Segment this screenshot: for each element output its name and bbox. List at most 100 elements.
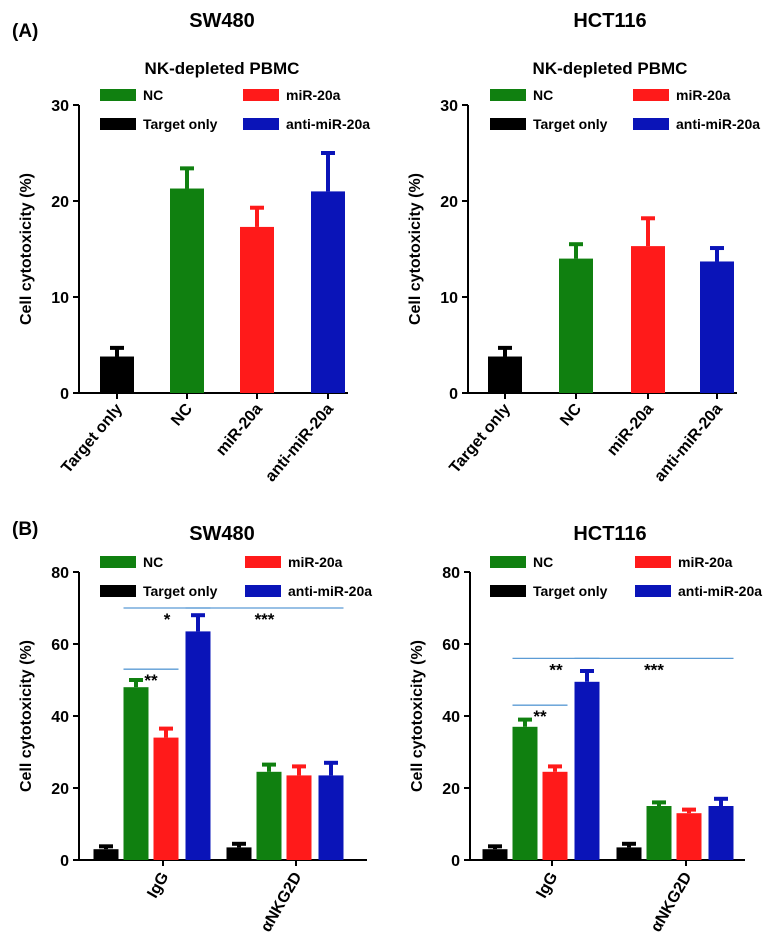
legend-swatch bbox=[490, 118, 526, 130]
chart-b-sw480: SW480 NC miR-20a Target only anti-miR-20a 0 20… bbox=[18, 523, 372, 935]
y-tick-label: 20 bbox=[51, 194, 69, 211]
legend-label: miR-20a bbox=[676, 87, 731, 103]
chart-subtitle: NK-depleted PBMC bbox=[145, 59, 300, 78]
chart-title: SW480 bbox=[189, 523, 255, 545]
legend-label: Target only bbox=[143, 116, 218, 132]
legend-swatch bbox=[245, 556, 281, 568]
bar bbox=[676, 813, 702, 860]
significance-label: *** bbox=[644, 660, 664, 679]
chart-a-sw480: SW480 NK-depleted PBMC NC miR-20a Target onl… bbox=[18, 10, 370, 485]
legend-swatch bbox=[100, 118, 136, 130]
x-tick-label: IgG bbox=[144, 870, 172, 902]
legend-swatch bbox=[635, 556, 671, 568]
y-axis-title: Cell cytotoxicity (%) bbox=[18, 173, 35, 325]
bar bbox=[170, 188, 204, 393]
legend-label: miR-20a bbox=[286, 87, 341, 103]
x-tick-label: IgG bbox=[533, 870, 561, 902]
legend-label: anti-miR-20a bbox=[286, 116, 370, 132]
bar bbox=[311, 191, 345, 393]
bar bbox=[123, 687, 149, 860]
legend-label: NC bbox=[143, 554, 163, 570]
bar bbox=[93, 849, 119, 860]
x-tick-label: NC bbox=[168, 400, 196, 429]
chart-b-hct116: HCT116 NC miR-20a Target only anti-miR-20a 0 2… bbox=[409, 523, 762, 935]
y-tick-label: 60 bbox=[51, 637, 69, 654]
legend-swatch bbox=[243, 118, 279, 130]
bar bbox=[318, 775, 344, 860]
y-tick-label: 0 bbox=[60, 386, 69, 403]
x-tick-label: αNKG2D bbox=[648, 870, 696, 936]
significance-label: ** bbox=[533, 707, 547, 726]
chart-subtitle: NK-depleted PBMC bbox=[533, 59, 688, 78]
significance-label: * bbox=[164, 610, 171, 629]
y-tick-label: 10 bbox=[440, 290, 458, 307]
legend-label: Target only bbox=[533, 583, 608, 599]
y-tick-label: 20 bbox=[51, 781, 69, 798]
legend-swatch bbox=[490, 556, 526, 568]
x-tick-label: anti-miR-20a bbox=[651, 401, 726, 486]
x-tick-label: Target only bbox=[58, 401, 126, 477]
legend-swatch bbox=[490, 89, 526, 101]
significance-label: ** bbox=[549, 660, 563, 679]
bar bbox=[240, 226, 274, 393]
legend-label: Target only bbox=[533, 116, 608, 132]
legend-label: miR-20a bbox=[288, 554, 343, 570]
bar bbox=[100, 356, 134, 393]
legend-label: anti-miR-20a bbox=[288, 583, 372, 599]
bar bbox=[616, 847, 642, 860]
x-tick-label: miR-20a bbox=[604, 401, 657, 460]
y-tick-label: 0 bbox=[451, 853, 460, 870]
y-tick-label: 40 bbox=[442, 709, 460, 726]
legend-label: anti-miR-20a bbox=[676, 116, 760, 132]
significance-label: *** bbox=[255, 610, 275, 629]
chart-title: HCT116 bbox=[573, 523, 646, 545]
y-tick-label: 10 bbox=[51, 290, 69, 307]
legend-swatch bbox=[100, 585, 136, 597]
bar bbox=[646, 806, 672, 860]
y-tick-label: 80 bbox=[51, 565, 69, 582]
bar bbox=[256, 771, 282, 860]
bar bbox=[488, 356, 522, 393]
chart-title: SW480 bbox=[189, 10, 255, 32]
panel-label-a: (A) bbox=[12, 21, 38, 42]
bar bbox=[512, 726, 538, 860]
legend-swatch bbox=[633, 118, 669, 130]
legend-label: NC bbox=[533, 554, 553, 570]
bar bbox=[708, 806, 734, 860]
y-tick-label: 20 bbox=[440, 194, 458, 211]
x-tick-label: NC bbox=[557, 400, 585, 429]
legend-swatch bbox=[633, 89, 669, 101]
bar bbox=[542, 771, 568, 860]
y-tick-label: 80 bbox=[442, 565, 460, 582]
bar bbox=[226, 847, 252, 860]
y-tick-label: 60 bbox=[442, 637, 460, 654]
bar bbox=[185, 631, 211, 860]
bar bbox=[482, 849, 508, 860]
legend-label: miR-20a bbox=[678, 554, 733, 570]
y-tick-label: 30 bbox=[440, 98, 458, 115]
x-tick-label: miR-20a bbox=[213, 401, 266, 460]
legend-label: NC bbox=[143, 87, 163, 103]
bar bbox=[559, 258, 593, 393]
bar bbox=[700, 261, 734, 393]
legend-swatch bbox=[635, 585, 671, 597]
y-tick-label: 0 bbox=[449, 386, 458, 403]
panel-label-b: (B) bbox=[12, 519, 38, 540]
y-tick-label: 0 bbox=[60, 853, 69, 870]
significance-label: ** bbox=[144, 671, 158, 690]
legend-swatch bbox=[243, 89, 279, 101]
x-tick-label: αNKG2D bbox=[258, 870, 306, 936]
legend-label: Target only bbox=[143, 583, 218, 599]
y-tick-label: 40 bbox=[51, 709, 69, 726]
legend-swatch bbox=[490, 585, 526, 597]
bar bbox=[631, 246, 665, 393]
y-axis-title: Cell cytotoxicity (%) bbox=[407, 173, 424, 325]
x-tick-label: anti-miR-20a bbox=[262, 401, 337, 486]
y-axis-title: Cell cytotoxicity (%) bbox=[18, 640, 35, 792]
chart-title: HCT116 bbox=[573, 10, 646, 32]
bar bbox=[286, 775, 312, 860]
legend-swatch bbox=[100, 556, 136, 568]
charts-group: SW480 NK-depleted PBMC NC miR-20a Target onl… bbox=[18, 10, 762, 935]
chart-a-hct116: HCT116 NK-depleted PBMC NC miR-20a Target on… bbox=[407, 10, 760, 485]
